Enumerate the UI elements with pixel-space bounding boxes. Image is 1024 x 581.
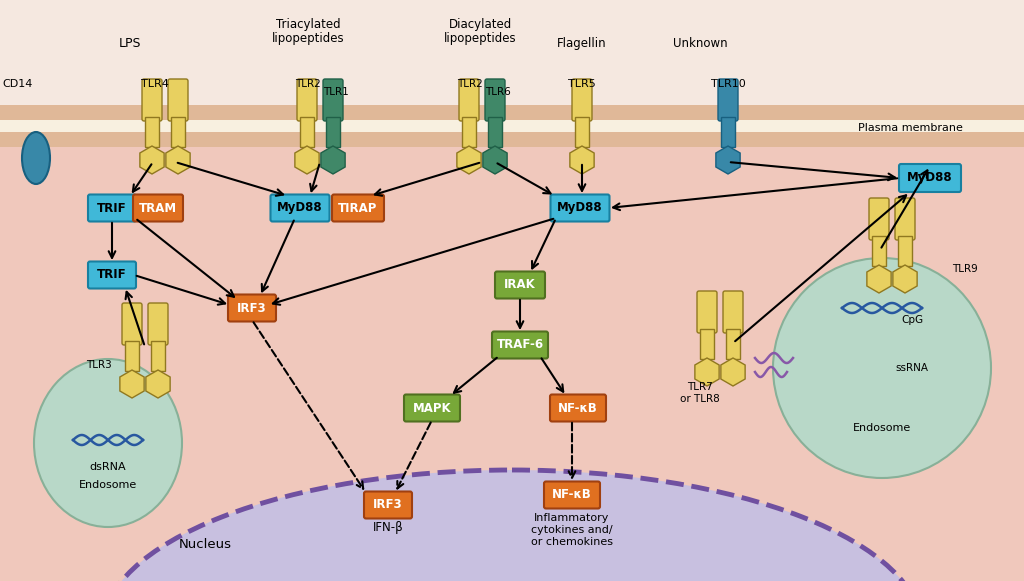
Text: TLR2: TLR2	[457, 79, 483, 89]
FancyBboxPatch shape	[544, 482, 600, 508]
FancyBboxPatch shape	[142, 79, 162, 121]
FancyBboxPatch shape	[168, 79, 188, 121]
Text: IRAK: IRAK	[504, 278, 536, 292]
Text: NF-κB: NF-κB	[558, 401, 598, 414]
FancyBboxPatch shape	[459, 79, 479, 121]
Text: or TLR8: or TLR8	[680, 394, 720, 404]
FancyBboxPatch shape	[270, 195, 330, 221]
Text: lipopeptides: lipopeptides	[443, 32, 516, 45]
Text: TLR1: TLR1	[324, 87, 349, 97]
Text: CpG: CpG	[901, 315, 923, 325]
Bar	[488, 117, 502, 147]
FancyBboxPatch shape	[551, 195, 609, 221]
FancyBboxPatch shape	[122, 303, 142, 345]
FancyBboxPatch shape	[332, 195, 384, 221]
Text: MyD88: MyD88	[278, 202, 323, 214]
Text: TRAF-6: TRAF-6	[497, 339, 544, 352]
Text: TLR10: TLR10	[711, 79, 745, 89]
Ellipse shape	[773, 258, 991, 478]
FancyBboxPatch shape	[364, 492, 412, 518]
Text: TLR5: TLR5	[568, 79, 596, 89]
FancyBboxPatch shape	[485, 79, 505, 121]
Text: TRIF: TRIF	[97, 268, 127, 282]
Bar	[300, 117, 314, 147]
Bar	[0, 120, 1024, 132]
Text: MAPK: MAPK	[413, 401, 452, 414]
FancyBboxPatch shape	[495, 271, 545, 299]
Text: LPS: LPS	[119, 37, 141, 50]
FancyBboxPatch shape	[718, 79, 738, 121]
FancyBboxPatch shape	[297, 79, 317, 121]
Text: TLR2: TLR2	[295, 79, 321, 89]
FancyBboxPatch shape	[899, 164, 961, 192]
Text: Diacylated: Diacylated	[449, 18, 512, 31]
Text: IFN-β: IFN-β	[373, 521, 403, 533]
FancyBboxPatch shape	[323, 79, 343, 121]
Text: Plasma membrane: Plasma membrane	[858, 123, 963, 133]
Bar	[0, 132, 1024, 147]
Bar	[721, 117, 735, 147]
Text: Flagellin: Flagellin	[557, 37, 607, 50]
Text: or chemokines: or chemokines	[531, 537, 613, 547]
Bar	[326, 117, 340, 147]
Text: TIRAP: TIRAP	[338, 202, 378, 214]
FancyBboxPatch shape	[88, 195, 136, 221]
Text: TLR6: TLR6	[485, 87, 511, 97]
Text: Endosome: Endosome	[79, 480, 137, 490]
Text: NF-κB: NF-κB	[552, 489, 592, 501]
FancyBboxPatch shape	[492, 332, 548, 358]
FancyBboxPatch shape	[895, 198, 915, 240]
Bar	[575, 117, 589, 147]
Text: TRIF: TRIF	[97, 202, 127, 214]
FancyBboxPatch shape	[697, 291, 717, 333]
Text: TLR9: TLR9	[952, 264, 978, 274]
Bar	[700, 329, 714, 359]
FancyBboxPatch shape	[869, 198, 889, 240]
Text: MyD88: MyD88	[557, 202, 603, 214]
Ellipse shape	[34, 359, 182, 527]
Text: TRAM: TRAM	[139, 202, 177, 214]
Text: TLR3: TLR3	[86, 360, 112, 370]
Text: TLR7: TLR7	[687, 382, 713, 392]
FancyBboxPatch shape	[723, 291, 743, 333]
Bar	[0, 125, 1024, 581]
Text: ssRNA: ssRNA	[896, 363, 929, 373]
Bar	[726, 329, 740, 359]
Bar	[125, 341, 139, 371]
Text: lipopeptides: lipopeptides	[271, 32, 344, 45]
Text: Nucleus: Nucleus	[178, 539, 231, 551]
Text: CD14: CD14	[3, 79, 33, 89]
Bar	[151, 341, 165, 371]
Ellipse shape	[102, 470, 922, 581]
Text: Inflammatory: Inflammatory	[535, 513, 609, 523]
Text: cytokines and/: cytokines and/	[531, 525, 612, 535]
Bar	[898, 236, 912, 266]
Bar	[462, 117, 476, 147]
Text: Endosome: Endosome	[853, 423, 911, 433]
Bar	[872, 236, 886, 266]
Bar	[171, 117, 185, 147]
Text: Unknown: Unknown	[673, 37, 727, 50]
Bar	[0, 105, 1024, 120]
Text: Triacylated: Triacylated	[275, 18, 340, 31]
Text: TLR4: TLR4	[141, 79, 169, 89]
FancyBboxPatch shape	[550, 394, 606, 421]
FancyBboxPatch shape	[572, 79, 592, 121]
FancyBboxPatch shape	[133, 195, 183, 221]
FancyBboxPatch shape	[148, 303, 168, 345]
FancyBboxPatch shape	[88, 261, 136, 289]
Ellipse shape	[22, 132, 50, 184]
Text: IRF3: IRF3	[238, 302, 267, 314]
FancyBboxPatch shape	[228, 295, 276, 321]
Text: MyD88: MyD88	[907, 171, 952, 185]
Text: dsRNA: dsRNA	[90, 462, 126, 472]
Text: IRF3: IRF3	[373, 498, 402, 511]
FancyBboxPatch shape	[404, 394, 460, 421]
Bar	[145, 117, 159, 147]
